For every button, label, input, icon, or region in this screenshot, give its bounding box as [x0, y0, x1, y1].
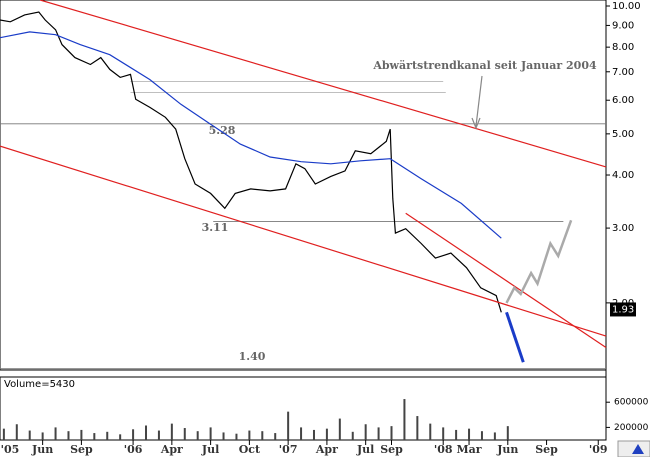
toolbar-glyph — [632, 444, 644, 454]
y-tick-label: 600000 — [614, 398, 649, 408]
volume-bar — [364, 424, 367, 440]
y-tick-label: 9.00 — [612, 20, 634, 31]
volume-bar — [80, 429, 83, 440]
volume-bar — [300, 427, 303, 440]
volume-bar — [455, 429, 458, 440]
last-value-box — [610, 302, 636, 317]
x-tick-label: '06 — [124, 443, 143, 456]
volume-bar — [416, 416, 419, 440]
y-tick-label: 8.00 — [612, 42, 634, 53]
x-tick-label: Apr — [315, 443, 338, 456]
y-tick-label: 7.00 — [612, 67, 634, 78]
series-line — [505, 219, 573, 304]
series-line — [39, 0, 607, 168]
x-tick-label: Sep — [535, 443, 558, 456]
volume-panel — [0, 376, 607, 441]
y-tick-label: 6.00 — [612, 95, 634, 106]
series-line — [0, 145, 607, 337]
volume-bar — [377, 427, 380, 440]
volume-bar — [235, 433, 238, 440]
volume-bar — [2, 428, 5, 440]
volume-bar — [145, 425, 148, 440]
annotation-arrow — [471, 75, 483, 130]
x-tick-label: '05 — [1, 443, 20, 456]
x-tick-label: Jul — [356, 443, 374, 456]
volume-bar — [41, 432, 44, 440]
series-line — [405, 212, 607, 348]
volume-bar — [222, 432, 225, 440]
volume-bar — [209, 427, 212, 440]
volume-bar — [468, 428, 471, 440]
volume-bar — [351, 431, 354, 440]
volume-bar — [480, 431, 483, 440]
volume-bar — [170, 423, 173, 440]
volume-bar — [119, 434, 122, 440]
x-tick-label: Sep — [70, 443, 93, 456]
x-tick-label: Mar — [456, 443, 481, 456]
x-tick-label: Sep — [380, 443, 403, 456]
volume-bar — [506, 426, 509, 440]
x-tick-label: '07 — [279, 443, 298, 456]
volume-bar — [54, 427, 57, 440]
volume-title: Volume=5430 — [4, 379, 75, 390]
volume-bar — [325, 428, 328, 440]
volume-bar — [338, 418, 341, 440]
series-line — [0, 11, 502, 313]
x-tick-label: Jul — [201, 443, 219, 456]
volume-bar — [403, 399, 406, 440]
series-line — [0, 31, 502, 239]
volume-bar — [196, 431, 199, 440]
volume-bar — [442, 427, 445, 440]
volume-bar — [15, 424, 18, 440]
x-tick-label: Jun — [496, 443, 518, 456]
level-label: 1.40 — [239, 350, 266, 363]
level-label: 3.11 — [202, 221, 229, 234]
x-tick-label: '09 — [589, 443, 608, 456]
y-tick-label: 5.00 — [612, 129, 634, 140]
volume-bar — [183, 428, 186, 440]
x-tick-label: Apr — [160, 443, 183, 456]
volume-bar — [287, 411, 290, 440]
y-tick-label: 200000 — [614, 423, 649, 433]
volume-bar — [429, 423, 432, 440]
volume-bar — [157, 430, 160, 440]
x-tick-label: '08 — [434, 443, 453, 456]
x-tick-label: Oct — [239, 443, 261, 456]
volume-bar — [493, 432, 496, 440]
toolbar-icon[interactable] — [617, 440, 650, 457]
volume-bar — [312, 429, 315, 440]
volume-bar — [93, 433, 96, 440]
volume-bar — [390, 426, 393, 440]
y-tick-label: 10.00 — [612, 1, 641, 12]
volume-bar — [274, 433, 277, 440]
price-panel — [0, 0, 607, 371]
volume-bar — [248, 430, 251, 440]
volume-bar — [28, 430, 31, 440]
series-line — [505, 311, 525, 363]
volume-bar — [67, 431, 70, 440]
volume-bar — [261, 431, 264, 440]
volume-bar — [132, 429, 135, 440]
annotation: Abwärtstrendkanal seit Januar 2004 — [372, 59, 597, 72]
y-tick-label: 3.00 — [612, 223, 634, 234]
x-tick-label: Jun — [31, 443, 53, 456]
last-value-label: 1.93 — [612, 304, 634, 315]
y-tick-label: 4.00 — [612, 170, 634, 181]
volume-bar — [106, 431, 109, 440]
